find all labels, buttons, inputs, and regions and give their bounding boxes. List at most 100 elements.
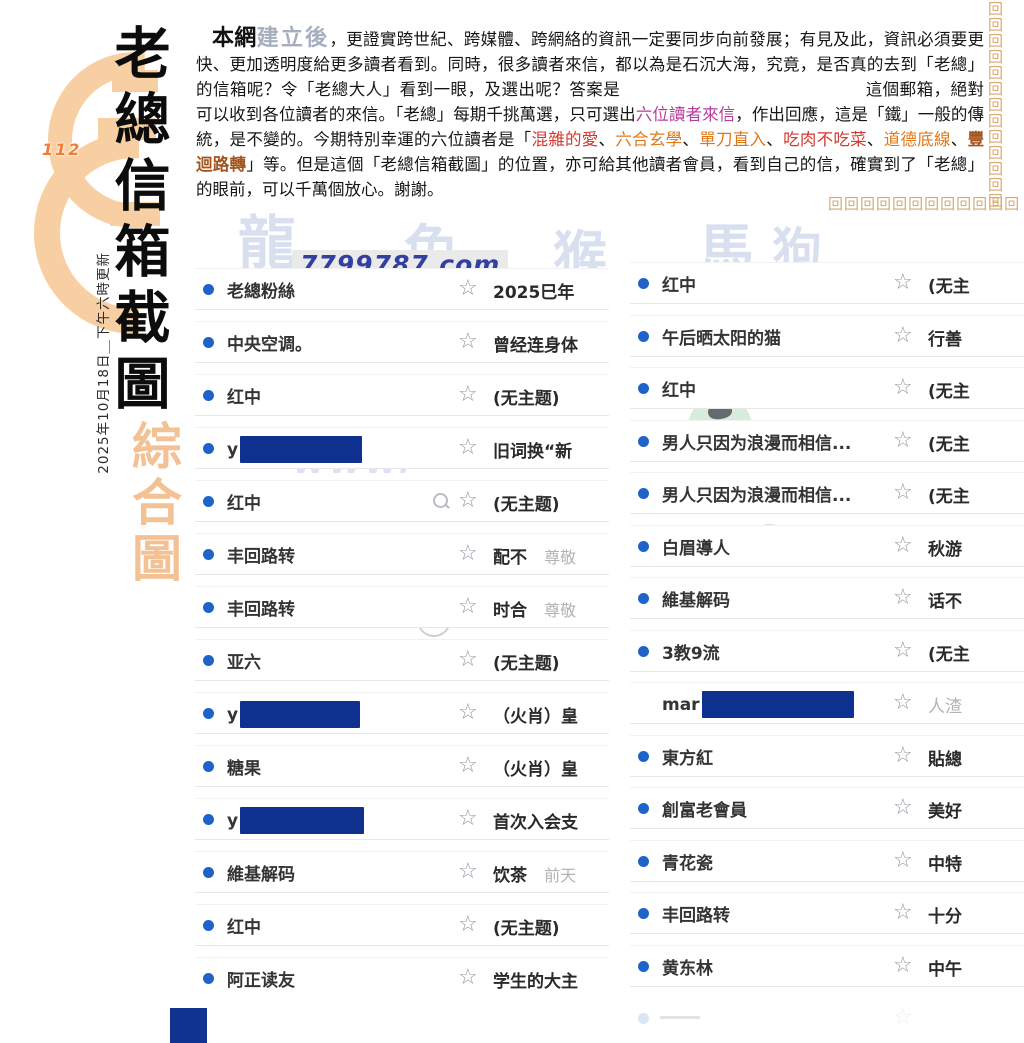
subject-wrap: 配不 尊敬 bbox=[493, 543, 576, 568]
mail-row[interactable]: 東方紅 ☆ 貼總 bbox=[630, 734, 1024, 777]
star-icon[interactable]: ☆ bbox=[458, 700, 478, 725]
sender-name: 丰回路转 bbox=[227, 600, 295, 620]
star-icon[interactable]: ☆ bbox=[458, 859, 478, 884]
page-subtitle-vertical: 綜合圖 bbox=[124, 420, 183, 588]
sender-name: 東方紅 bbox=[662, 748, 713, 769]
mail-subject: (无主 bbox=[928, 277, 970, 297]
mail-row[interactable]: y ☆ 首次入会支 bbox=[195, 798, 609, 840]
redaction-box bbox=[240, 807, 365, 834]
star-icon[interactable]: ☆ bbox=[893, 322, 913, 348]
intro-segment: 吃肉不吃菜 bbox=[783, 130, 867, 149]
star-icon[interactable]: ☆ bbox=[893, 1005, 913, 1030]
mail-subject: 人渣 bbox=[928, 697, 962, 717]
issue-number: 112 bbox=[42, 140, 82, 159]
star-icon[interactable]: ☆ bbox=[458, 753, 478, 778]
mail-row[interactable]: 老總粉絲 ☆ 2025巳年 bbox=[195, 268, 609, 310]
star-icon[interactable]: ☆ bbox=[893, 375, 913, 400]
meander-cell: 回 bbox=[908, 195, 924, 213]
mail-subject: 饮茶 bbox=[493, 866, 527, 886]
mail-row[interactable]: 男人只因为浪漫而相信... ☆ (无主 bbox=[630, 472, 1024, 514]
star-icon[interactable]: ☆ bbox=[458, 435, 478, 460]
star-icon[interactable]: ☆ bbox=[893, 270, 913, 295]
meander-cell: 回 bbox=[988, 160, 1004, 178]
meander-cell: 回 bbox=[988, 16, 1004, 34]
subject-wrap: （火肖）皇 bbox=[493, 702, 578, 727]
mail-row[interactable]: 午后晒太阳的猫 ☆ 行善 bbox=[630, 314, 1024, 357]
emblem-shape bbox=[110, 202, 160, 226]
mail-row[interactable]: 阿正读友 ☆ 学生的大主 bbox=[195, 957, 609, 998]
star-icon[interactable]: ☆ bbox=[893, 480, 913, 505]
star-icon[interactable]: ☆ bbox=[458, 541, 478, 566]
star-icon[interactable]: ☆ bbox=[458, 276, 478, 301]
mail-row[interactable]: 亚六 ☆ (无主题) bbox=[195, 639, 609, 681]
mail-row[interactable]: 3教9流 ☆ (无主 bbox=[630, 629, 1024, 672]
mail-row[interactable]: 红中 ☆ (无主 bbox=[630, 262, 1024, 304]
subject-wrap: 秋游 bbox=[928, 535, 962, 560]
unread-dot-icon bbox=[638, 435, 649, 447]
mail-row[interactable]: 男人只因为浪漫而相信... ☆ (无主 bbox=[630, 419, 1024, 462]
unread-dot-icon bbox=[638, 645, 649, 657]
star-icon[interactable]: ☆ bbox=[893, 900, 913, 925]
subject-wrap: 貼總 bbox=[928, 745, 962, 770]
star-icon[interactable]: ☆ bbox=[893, 952, 913, 978]
mail-row[interactable]: 丰回路转 ☆ 十分 bbox=[630, 892, 1024, 934]
mail-row[interactable]: 红中 ☆ (无主题) bbox=[195, 904, 609, 946]
star-icon[interactable]: ☆ bbox=[458, 806, 478, 831]
mail-row[interactable]: ☆ bbox=[630, 997, 1024, 1032]
mail-row[interactable]: 維基解码 ☆ 话不 bbox=[630, 577, 1024, 619]
star-icon[interactable]: ☆ bbox=[893, 532, 913, 558]
star-icon[interactable]: ☆ bbox=[458, 329, 478, 354]
mail-subject: 行善 bbox=[928, 329, 962, 350]
intro-paragraph: 本網建立後，更證實跨世紀、跨媒體、跨網絡的資訊一定要同步向前發展；有見及此，資訊… bbox=[196, 26, 984, 202]
mail-row[interactable]: mar ☆ 人渣 bbox=[630, 682, 1024, 724]
mail-row[interactable]: 丰回路转 ☆ 配不 尊敬 bbox=[195, 533, 609, 575]
meander-cell: 回 bbox=[828, 195, 844, 213]
mail-row[interactable]: 白眉導人 ☆ 秋游 bbox=[630, 524, 1024, 567]
mail-row[interactable]: 中央空调。 ☆ 曾经连身体 bbox=[195, 321, 609, 363]
mail-row[interactable]: 红中 ☆ (无主题) bbox=[195, 480, 609, 522]
mail-row[interactable]: 红中 ☆ (无主题) bbox=[195, 374, 609, 416]
sender-name: y bbox=[227, 807, 365, 834]
star-icon[interactable]: ☆ bbox=[458, 382, 478, 407]
unread-dot-icon bbox=[638, 908, 649, 919]
intro-segment: ，更證實跨世紀、跨媒體、跨網絡的資訊一定要同步向前發展；有見及此，資訊必須要更快… bbox=[196, 30, 984, 99]
mail-subject: (无主 bbox=[928, 382, 970, 402]
mail-subject-secondary: 前天 bbox=[544, 866, 577, 885]
mail-row[interactable]: y ☆ 旧词换“新 bbox=[195, 427, 609, 469]
star-icon[interactable]: ☆ bbox=[458, 912, 478, 937]
star-icon[interactable]: ☆ bbox=[458, 488, 478, 513]
mail-row[interactable]: 黄东林 ☆ 中午 bbox=[630, 944, 1024, 987]
mail-row[interactable]: 糖果 ☆ （火肖）皇 bbox=[195, 745, 609, 787]
update-date-note: 2025年10月18日＿下午六時更新 bbox=[96, 252, 112, 474]
star-icon[interactable]: ☆ bbox=[893, 742, 913, 768]
mail-row[interactable]: 青花瓷 ☆ 中特 bbox=[630, 839, 1024, 882]
meander-cell: 回 bbox=[924, 195, 940, 213]
mail-subject: 秋游 bbox=[928, 539, 962, 560]
star-icon[interactable]: ☆ bbox=[893, 637, 913, 663]
intro-segment: 、 bbox=[766, 130, 784, 149]
meander-cell: 回 bbox=[988, 48, 1004, 66]
star-icon[interactable]: ☆ bbox=[893, 427, 913, 453]
intro-segment: 豐迴路轉 bbox=[196, 130, 985, 174]
meander-cell: 回 bbox=[988, 128, 1004, 146]
star-icon[interactable]: ☆ bbox=[458, 594, 478, 619]
star-icon[interactable]: ☆ bbox=[893, 585, 913, 610]
subject-wrap: 中特 bbox=[928, 850, 962, 875]
star-icon[interactable]: ☆ bbox=[893, 795, 913, 820]
intro-segment: 混雜的愛 bbox=[531, 130, 599, 149]
unread-dot-icon bbox=[203, 443, 214, 454]
meander-border-vertical: 回回回回回回回回回回回回回 bbox=[988, 2, 1003, 209]
mail-row[interactable]: 丰回路转 ☆ 时合 尊敬 bbox=[195, 586, 609, 628]
magnifier-icon bbox=[433, 493, 448, 508]
unread-dot-icon bbox=[638, 803, 649, 814]
mail-row[interactable]: 維基解码 ☆ 饮茶 前天 bbox=[195, 851, 609, 893]
mail-row[interactable]: 红中 ☆ (无主 bbox=[630, 367, 1024, 409]
mail-row[interactable]: 創富老會員 ☆ 美好 bbox=[630, 787, 1024, 829]
star-icon[interactable]: ☆ bbox=[458, 647, 478, 672]
star-icon[interactable]: ☆ bbox=[458, 965, 478, 990]
meander-cell: 回 bbox=[972, 195, 988, 213]
star-icon[interactable]: ☆ bbox=[893, 690, 913, 715]
mail-row[interactable]: y ☆ （火肖）皇 bbox=[195, 692, 609, 734]
sender-name: 維基解码 bbox=[662, 591, 730, 611]
star-icon[interactable]: ☆ bbox=[893, 847, 913, 873]
